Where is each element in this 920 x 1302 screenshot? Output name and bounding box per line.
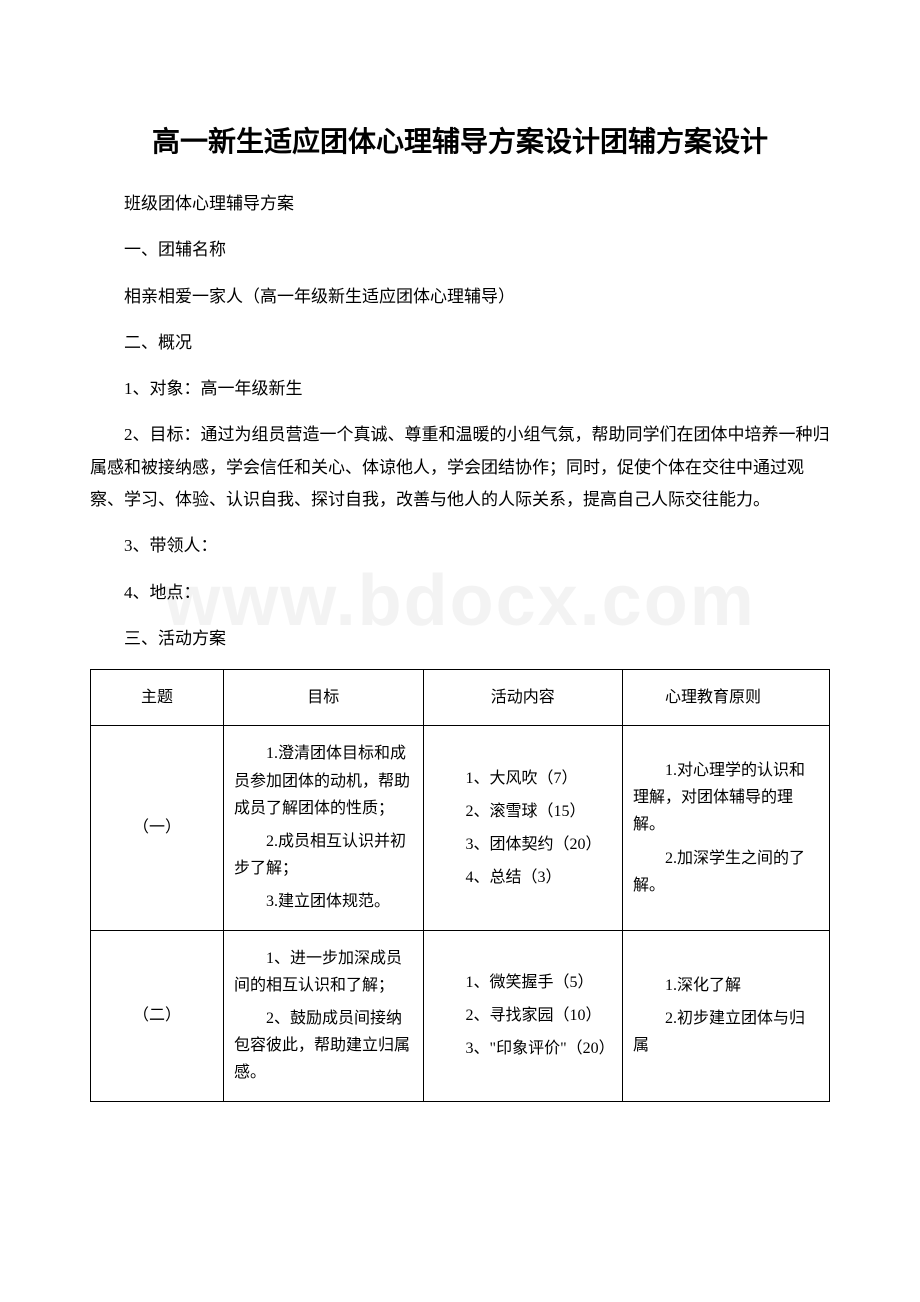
- table-row: （二） 1、进一步加深成员间的相互认识和了解； 2、鼓励成员间接纳包容彼此，帮助…: [91, 930, 830, 1101]
- paragraph-leader: 3、带领人：: [90, 530, 830, 562]
- paragraph-section-3: 三、活动方案: [90, 623, 830, 655]
- activity-plan-table: 主题 目标 活动内容 心理教育原则 （一） 1.澄清团体目标和成员参加团体的动机…: [90, 669, 830, 1101]
- header-principle: 心理教育原则: [623, 670, 830, 726]
- paragraph-section-1: 一、团辅名称: [90, 234, 830, 266]
- cell-goal-1: 1.澄清团体目标和成员参加团体的动机，帮助成员了解团体的性质； 2.成员相互认识…: [224, 726, 424, 930]
- document-content: 高一新生适应团体心理辅导方案设计团辅方案设计 班级团体心理辅导方案 一、团辅名称…: [90, 120, 830, 1102]
- cell-activity-1: 1、大风吹（7） 2、滚雪球（15） 3、团体契约（20） 4、总结（3）: [423, 726, 623, 930]
- paragraph-section-2: 二、概况: [90, 327, 830, 359]
- cell-theme-2: （二）: [91, 930, 224, 1101]
- paragraph-intro-1: 班级团体心理辅导方案: [90, 188, 830, 220]
- header-theme: 主题: [91, 670, 224, 726]
- cell-principle-1: 1.对心理学的认识和理解，对团体辅导的理解。 2.加深学生之间的了解。: [623, 726, 830, 930]
- paragraph-goal: 2、目标：通过为组员营造一个真诚、尊重和温暖的小组气氛，帮助同学们在团体中培养一…: [90, 419, 830, 516]
- paragraph-location: 4、地点：: [90, 577, 830, 609]
- page-title: 高一新生适应团体心理辅导方案设计团辅方案设计: [90, 120, 830, 160]
- cell-activity-2: 1、微笑握手（5） 2、寻找家园（10） 3、"印象评价"（20）: [423, 930, 623, 1101]
- paragraph-object: 1、对象：高一年级新生: [90, 373, 830, 405]
- header-goal: 目标: [224, 670, 424, 726]
- header-activity: 活动内容: [423, 670, 623, 726]
- cell-goal-2: 1、进一步加深成员间的相互认识和了解； 2、鼓励成员间接纳包容彼此，帮助建立归属…: [224, 930, 424, 1101]
- table-header-row: 主题 目标 活动内容 心理教育原则: [91, 670, 830, 726]
- paragraph-name: 相亲相爱一家人（高一年级新生适应团体心理辅导）: [90, 281, 830, 313]
- cell-theme-1: （一）: [91, 726, 224, 930]
- table-row: （一） 1.澄清团体目标和成员参加团体的动机，帮助成员了解团体的性质； 2.成员…: [91, 726, 830, 930]
- cell-principle-2: 1.深化了解 2.初步建立团体与归属: [623, 930, 830, 1101]
